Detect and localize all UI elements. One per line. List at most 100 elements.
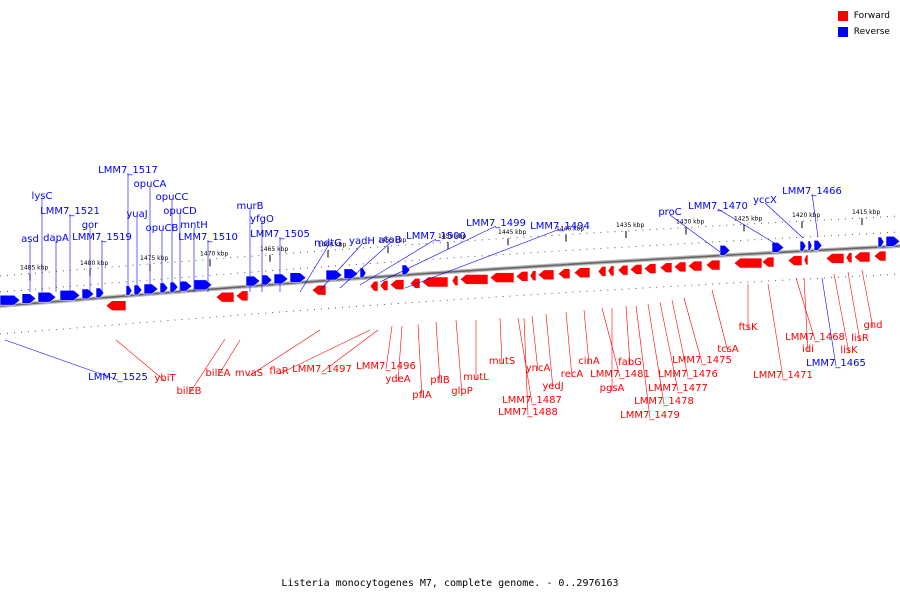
reverse-swatch (837, 27, 848, 37)
forward-gene (803, 254, 809, 266)
forward-gene (311, 284, 327, 296)
leader-line (321, 329, 379, 373)
tick-label: 1470 kbp (200, 250, 228, 257)
tick-label: 1435 kbp (616, 222, 644, 229)
gene-label: LMM7_1497 (292, 364, 352, 375)
gene-label: LMM7_1468 (785, 332, 845, 343)
reverse-gene (877, 236, 885, 248)
forward-gene (529, 270, 537, 281)
forward-gene (687, 260, 703, 272)
leader-line (4, 339, 119, 381)
reverse-gene (21, 293, 37, 304)
leader-line (404, 228, 561, 289)
leader-line (531, 315, 539, 372)
forward-swatch (837, 11, 848, 21)
gene-label: LMM7_1494 (530, 221, 590, 232)
leader-line (545, 313, 554, 390)
forward-gene (597, 266, 607, 277)
forward-gene (105, 300, 127, 311)
leader-line (499, 317, 503, 365)
leader-line (455, 319, 463, 395)
gene-label: LMM7_1499 (466, 218, 526, 229)
reverse-gene (95, 287, 105, 299)
gene-label: LMM7_1479 (620, 410, 680, 421)
backbone-shadow (0, 244, 900, 308)
leader-line (821, 277, 837, 367)
leader-line (803, 277, 809, 353)
gene-label: ftsK (738, 322, 757, 333)
gene-label: mntH (180, 220, 208, 231)
leader-line (278, 329, 371, 375)
leader-line (565, 311, 573, 378)
gene-label: LMM7_1500 (406, 231, 466, 242)
gene-label: yccX (753, 195, 777, 206)
gene-label: ybiT (154, 373, 176, 384)
forward-gene (573, 267, 591, 278)
leader-line (635, 305, 651, 419)
leader-line (647, 303, 665, 405)
gene-label: pgsA (600, 383, 625, 394)
gene-label: LMM7_1517 (98, 165, 158, 176)
leader-line (583, 309, 590, 365)
gene-label: mutS (489, 356, 515, 367)
reverse-gene (143, 283, 159, 295)
reverse-gene (0, 294, 21, 306)
forward-gene (761, 256, 775, 268)
gene-label: LMM7_1510 (178, 232, 238, 243)
forward-gene (421, 276, 449, 288)
gene-label: ydeA (385, 374, 410, 385)
gene-label: yncA (526, 363, 551, 374)
reverse-gene (37, 291, 57, 303)
gene-label: lysC (32, 191, 53, 202)
gene-label: pflB (430, 375, 450, 386)
reverse-gene (289, 272, 307, 283)
reverse-gene (81, 288, 95, 300)
gene-label: yfgO (250, 214, 274, 225)
gene-label: yuaJ (126, 209, 147, 220)
forward-gene (235, 290, 249, 302)
leader-line (625, 305, 631, 366)
gene-label: LMM7_1471 (753, 370, 813, 381)
gene-label: gor (82, 220, 99, 231)
leader-line (359, 238, 437, 286)
reverse-gene (59, 290, 81, 301)
gene-label: proC (658, 207, 681, 218)
gene-label: flaR (269, 366, 288, 377)
gene-label: pflA (412, 390, 432, 401)
scale-dots-lower (0, 273, 900, 335)
reverse-gene (799, 240, 807, 252)
forward-gene (825, 253, 845, 264)
forward-gene (617, 264, 629, 276)
leader-line (248, 329, 321, 377)
gene-label: LMM7_1470 (688, 201, 748, 212)
gene-label: idi (802, 344, 814, 355)
tick-label: 1430 kbp (676, 219, 704, 226)
forward-gene (557, 268, 571, 280)
leader-line (319, 243, 363, 291)
gene-label: LMM7_1477 (648, 383, 708, 394)
reverse-gene (273, 273, 289, 285)
gene-label: opuCD (163, 206, 197, 217)
forward-gene (451, 275, 459, 286)
forward-gene (409, 278, 421, 289)
leader-line (811, 193, 819, 238)
forward-gene (853, 251, 871, 263)
forward-gene (607, 265, 615, 277)
leader-line (601, 307, 621, 378)
tick-label: 1415 kbp (852, 209, 880, 216)
leader-line (397, 325, 403, 383)
legend-forward-label: Forward (853, 11, 890, 21)
leader-line (683, 297, 703, 364)
gene-label: fabG (618, 357, 642, 368)
gene-label: LMM7_1478 (634, 396, 694, 407)
tick-label: 1420 kbp (792, 212, 820, 219)
reverse-gene (813, 240, 823, 251)
gene-label: LMM7_1476 (658, 369, 718, 380)
tick-label: 1440 kbp (556, 226, 584, 233)
gene-label: murB (236, 201, 263, 212)
leader-line (417, 323, 423, 399)
forward-gene (515, 271, 529, 282)
gene-label: atoB (378, 235, 401, 246)
gene-label: LMM7_1496 (356, 361, 416, 372)
